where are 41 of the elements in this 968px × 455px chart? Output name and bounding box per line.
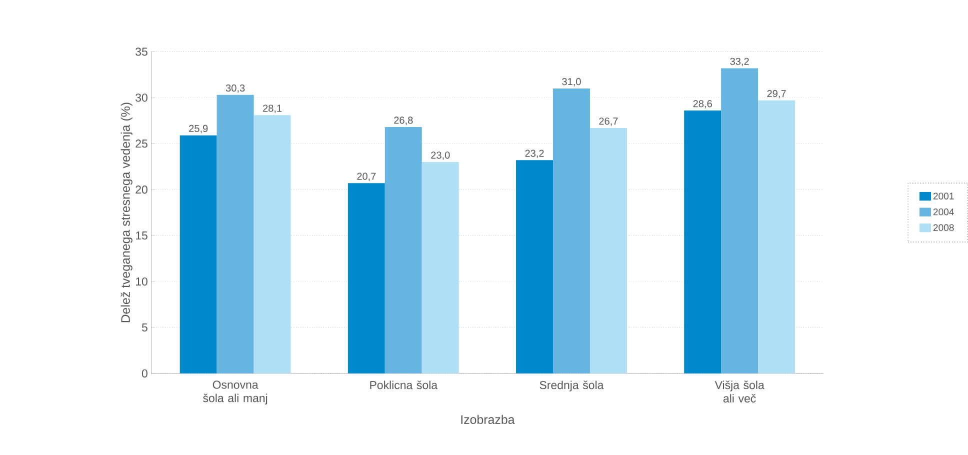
data-label: 23,0 <box>431 151 450 160</box>
bar <box>684 110 722 374</box>
x-axis-title: Izobrazba <box>461 414 515 424</box>
legend-label: 2001 <box>933 192 954 200</box>
y-axis-title: Delež tveganega stresnega vedenja (%) <box>120 102 132 322</box>
data-label: 26,8 <box>394 116 413 125</box>
y-tick-label: 25 <box>136 139 148 148</box>
y-tick-label: 5 <box>142 323 148 332</box>
data-label: 29,7 <box>767 90 786 98</box>
x-tick-label: Višja šola ali več <box>714 380 764 402</box>
y-tick-label: 30 <box>136 93 148 102</box>
data-label: 31,0 <box>562 78 581 86</box>
y-tick-label: 10 <box>136 277 148 286</box>
y-tick-label: 15 <box>136 231 148 240</box>
data-label: 30,3 <box>226 84 245 93</box>
data-label: 33,2 <box>730 58 749 66</box>
x-tick-label: Osnovna šola ali manj <box>203 380 268 404</box>
bar <box>721 68 758 374</box>
data-label: 20,7 <box>357 172 376 181</box>
bar <box>553 88 590 374</box>
bar <box>180 135 217 374</box>
y-tick-label: 20 <box>136 185 148 194</box>
bar <box>758 100 796 374</box>
legend-label: 2004 <box>933 208 954 216</box>
bar <box>348 183 385 374</box>
bar <box>254 114 291 374</box>
bar <box>590 128 627 374</box>
data-label: 25,9 <box>189 124 208 134</box>
bar <box>516 160 553 374</box>
data-label: 28,6 <box>693 100 712 108</box>
x-tick-label: Poklicna šola <box>370 380 438 389</box>
data-label: 26,7 <box>599 117 618 126</box>
bar <box>422 162 459 374</box>
bar <box>384 126 422 374</box>
legend-label: 2008 <box>933 224 954 231</box>
y-tick-label: 35 <box>136 47 148 56</box>
data-label: 23,2 <box>525 150 544 158</box>
y-tick-label: 0 <box>142 369 148 378</box>
data-label: 28,1 <box>263 104 282 113</box>
bar <box>216 94 254 374</box>
x-tick-label: Srednja šola <box>540 380 604 392</box>
